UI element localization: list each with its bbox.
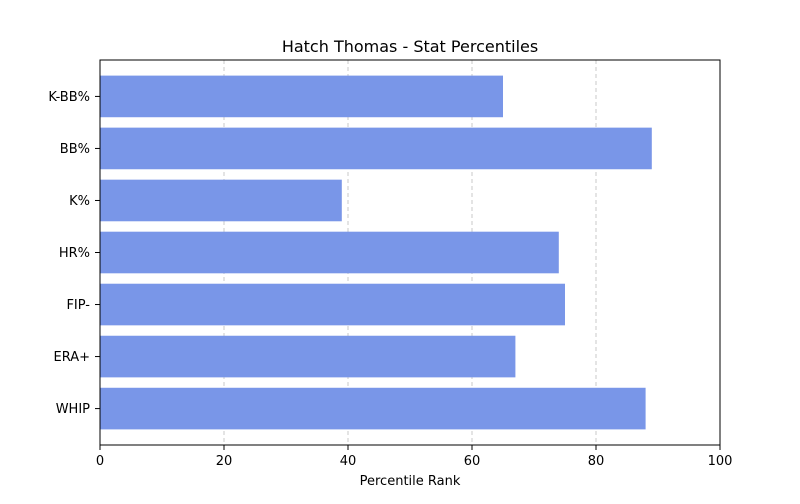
bars [100, 75, 652, 430]
x-tick-label: 100 [708, 454, 733, 469]
y-axis-ticks: K-BB% BB% K% HR% FIP- ERA+ WHIP [48, 90, 100, 417]
x-axis-ticks: 0 20 40 60 80 100 [96, 445, 733, 469]
chart-title: Hatch Thomas - Stat Percentiles [282, 37, 538, 56]
x-tick-label: 0 [96, 454, 104, 469]
y-tick-label: BB% [60, 142, 90, 157]
x-tick-label: 40 [340, 454, 357, 469]
bar-era [100, 335, 516, 378]
x-tick-label: 60 [464, 454, 481, 469]
y-tick-label: K-BB% [48, 90, 90, 105]
x-tick-label: 80 [588, 454, 605, 469]
bar-k [100, 179, 342, 222]
y-tick-label: FIP- [66, 298, 90, 313]
y-tick-label: HR% [59, 246, 90, 261]
y-tick-label: WHIP [56, 402, 90, 417]
x-tick-label: 20 [216, 454, 233, 469]
x-axis-label: Percentile Rank [360, 474, 461, 489]
bar-k-bb [100, 75, 503, 118]
bar-whip [100, 387, 646, 430]
bar-bb [100, 127, 652, 170]
bar-fip [100, 283, 565, 326]
bar-hr [100, 231, 559, 274]
y-tick-label: K% [69, 194, 90, 209]
y-tick-label: ERA+ [53, 350, 90, 365]
